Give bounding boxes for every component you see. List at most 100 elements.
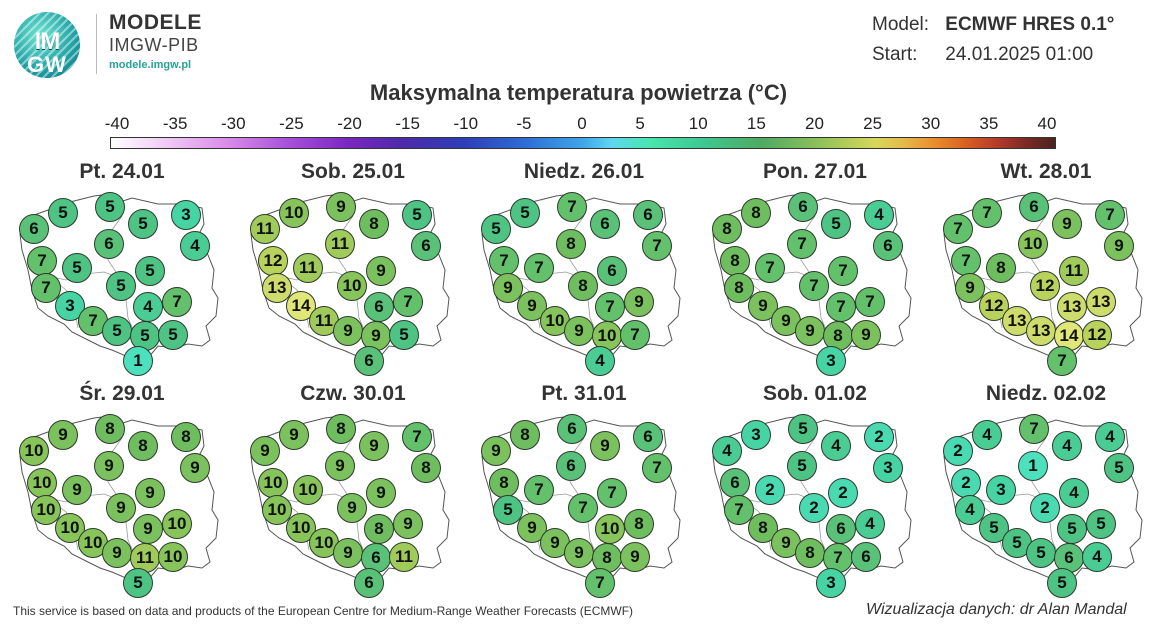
temperature-marker: 5 [158,320,188,350]
colorbar-tick-label: -35 [162,114,188,133]
temperature-marker: 9 [851,320,881,350]
temperature-marker: 6 [633,422,663,452]
temperature-marker: 6 [354,346,384,376]
temperature-marker: 7 [568,493,598,523]
forecast-panel: Śr. 29.01 10 9 8 8 8 9 10 9 9 9 10 9 10 9 10 10 9 11 10 5 [8,382,236,607]
temperature-marker: 8 [95,414,125,444]
temperature-marker: 10 [19,436,49,466]
temperature-marker: 7 [585,568,615,598]
temperature-marker: 10 [27,468,57,498]
panel-date-label: Pt. 31.01 [541,382,627,405]
temperature-marker: 11 [389,542,419,572]
temperature-marker: 8 [556,229,586,259]
temperature-marker: 4 [133,292,163,322]
temperature-marker: 1 [1018,451,1048,481]
temperature-marker: 7 [620,320,650,350]
temperature-marker: 5 [123,568,153,598]
temperature-marker: 7 [27,246,57,276]
logo-url[interactable]: modele.imgw.pl [109,59,192,71]
start-value: 24.01.2025 01:00 [945,44,1094,65]
imgw-logo: IM GW MODELE IMGW-PIB modele.imgw.pl [12,8,222,78]
temperature-marker: 5 [1057,514,1087,544]
temperature-marker: 2 [755,475,785,505]
temperature-marker: 9 [325,451,355,481]
forecast-panel: Pon. 27.01 8 8 6 5 4 6 8 7 7 7 8 7 9 7 7 9 9 8 9 3 [701,160,929,385]
temperature-marker: 10 [162,509,192,539]
colorbar-tick-label: 0 [577,114,587,133]
temperature-marker: 7 [826,292,856,322]
temperature-marker: 8 [359,209,389,239]
colorbar-tick-label: 20 [805,114,824,133]
temperature-marker: 8 [128,431,158,461]
temperature-marker: 7 [642,453,672,483]
temperature-marker: 9 [564,316,594,346]
temperature-marker: 5 [481,214,511,244]
temperature-marker: 6 [826,514,856,544]
temperature-marker: 9 [279,420,309,450]
temperature-marker: 7 [489,246,519,276]
temperature-marker: 8 [171,422,201,452]
temperature-marker: 13 [1026,316,1056,346]
colorbar-tick-label: -15 [395,114,420,133]
temperature-marker: 9 [337,493,367,523]
temperature-marker: 4 [712,436,742,466]
temperature-marker: 8 [568,271,598,301]
start-info: Start: 24.01.2025 01:00 [872,44,1093,66]
temperature-marker: 5 [1047,568,1077,598]
temperature-marker: 5 [106,271,136,301]
temperature-marker: 2 [799,493,829,523]
forecast-panel: Pt. 24.01 6 5 5 5 3 4 7 6 5 5 7 5 3 4 7 7 5 5 5 1 [8,160,236,385]
temperature-marker: 9 [624,287,654,317]
temperature-marker: 7 [943,214,973,244]
map-title: Maksymalna temperatura powietrza (°C) [369,80,788,105]
temperature-marker: 7 [524,253,554,283]
temperature-marker: 10 [31,495,61,525]
temperature-marker: 5 [788,414,818,444]
colorbar-tick-label: 15 [746,114,766,133]
panel-date-label: Pon. 27.01 [763,160,867,183]
temperature-marker: 7 [642,231,672,261]
temperature-marker: 4 [972,420,1002,450]
panel-date-label: Sob. 01.02 [763,382,867,405]
temperature-marker: 7 [162,287,192,317]
panel-date-label: Czw. 30.01 [300,382,406,405]
temperature-marker: 5 [510,198,540,228]
temperature-marker: 4 [180,231,210,261]
temperature-marker: 9 [359,431,389,461]
temperature-marker: 6 [788,192,818,222]
temperature-marker: 12 [1082,320,1112,350]
temperature-marker: 10 [258,468,288,498]
temperature-marker: 6 [873,231,903,261]
temperature-marker: 6 [851,542,881,572]
temperature-marker: 9 [366,478,396,508]
temperature-marker: 7 [393,287,423,317]
temperature-marker: 10 [286,513,316,543]
temperature-marker: 6 [720,468,750,498]
temperature-marker: 4 [864,200,894,230]
colorbar-tick-label: 5 [635,114,645,133]
temperature-marker: 6 [557,414,587,444]
colorbar [110,137,1056,149]
temperature-marker: 13 [1057,292,1087,322]
temperature-marker: 6 [19,214,49,244]
colorbar-tick-label: -25 [279,114,304,133]
temperature-marker: 9 [1052,209,1082,239]
temperature-marker: 9 [620,542,650,572]
panel-date-label: Niedz. 02.02 [985,382,1107,405]
temperature-marker: 8 [364,514,394,544]
temperature-marker: 10 [540,306,570,336]
panel-date-label: Niedz. 26.01 [523,160,645,183]
colorbar-tick-label: 35 [979,114,999,133]
temperature-marker: 10 [1018,229,1048,259]
temperature-marker: 10 [279,198,309,228]
temperature-marker: 5 [1086,509,1116,539]
forecast-panel: Pt. 31.01 9 8 6 9 6 7 8 6 7 7 5 7 9 10 8 9 9 8 9 7 [470,382,698,607]
temperature-marker: 9 [62,475,92,505]
temperature-marker: 5 [402,200,432,230]
temperature-marker: 7 [855,287,885,317]
panel-date-label: Wt. 28.01 [1000,160,1092,183]
temperature-marker: 5 [787,451,817,481]
temperature-marker: 4 [1082,542,1112,572]
temperature-marker: 10 [595,514,625,544]
temperature-marker: 6 [361,543,391,573]
